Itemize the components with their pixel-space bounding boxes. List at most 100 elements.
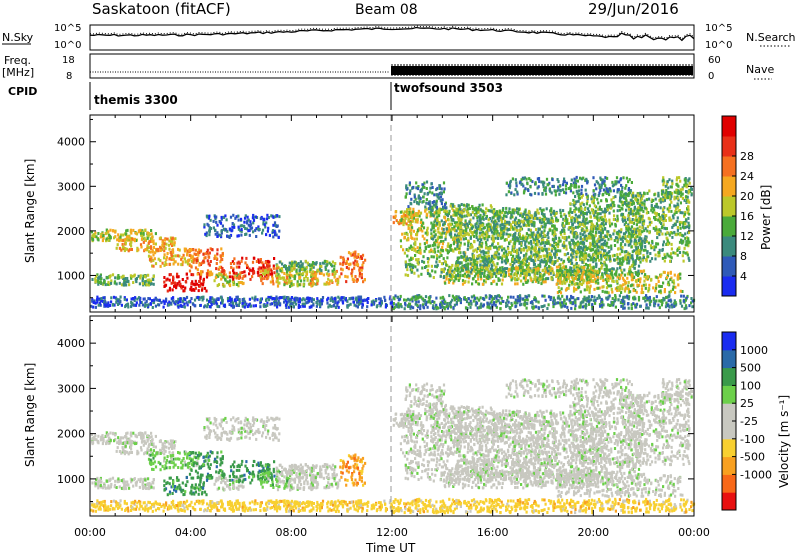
power-cell [606,232,609,236]
power-cell [345,266,348,269]
power-cell [312,263,315,267]
power-cell [562,273,565,277]
power-cell [516,278,519,282]
power-cell [658,233,661,237]
power-cell [456,226,460,230]
power-cell [528,268,531,272]
power-cell [643,206,646,210]
power-cell [537,228,540,232]
power-cell [477,215,480,219]
power-cell [177,275,180,279]
power-cell [251,275,254,279]
power-cell [537,257,540,261]
power-cell [585,247,588,251]
power-cell [570,217,573,220]
power-cell [211,272,214,276]
power-cell [501,217,504,221]
power-cell [630,245,633,249]
power-cell [325,281,328,285]
power-cell [461,279,465,283]
power-cell [190,256,193,260]
power-cell [394,210,397,214]
power-cell [446,272,449,276]
power-cell [573,204,576,208]
power-cell [648,189,651,193]
power-cell [534,211,537,215]
power-cell [557,249,560,253]
power-cell [595,262,598,266]
power-cell [180,257,183,261]
power-cell [299,264,302,268]
power-cell [517,261,520,265]
power-cell [602,251,606,255]
power-cell [341,263,344,267]
power-cell [220,277,223,281]
power-cell [512,254,515,258]
power-cell [220,258,223,262]
power-cell [530,232,533,236]
power-cell [547,236,550,240]
power-cell [622,196,625,200]
power-cell [524,263,527,267]
power-cell [614,224,617,228]
power-cell [670,242,673,246]
power-cell [151,236,154,240]
power-cell [559,214,563,218]
power-cell [674,285,677,289]
power-cell [465,204,468,208]
power-cell [231,275,234,279]
power-cell [638,193,641,197]
power-cell [482,252,485,256]
power-cell [575,200,578,204]
power-cell [173,284,176,288]
power-cell [670,256,673,260]
power-cell [521,269,524,273]
power-cell [507,247,510,251]
power-cell [668,203,671,207]
power-cell [671,214,675,218]
power-cell [415,258,418,262]
power-cell [595,255,598,259]
power-cell [299,279,303,283]
power-cell [259,270,262,274]
power-cell [511,248,514,252]
power-cell [447,223,450,227]
power-cell [178,254,181,258]
power-cell [572,227,575,230]
power-cell [603,267,606,271]
power-cell [475,233,478,237]
power-cell [659,197,662,201]
power-cell [485,230,488,234]
power-cell [553,262,556,266]
power-cell [623,289,627,293]
power-cell [593,235,596,239]
power-cell [500,260,504,264]
power-cell [420,224,424,228]
power-cell [494,255,497,259]
power-cell [455,213,458,217]
power-cell [462,229,465,233]
power-cell [470,268,473,272]
power-cell [537,280,540,284]
power-cell [226,280,229,284]
power-cell [151,240,154,243]
power-cell [171,236,174,240]
power-cell [576,215,579,219]
power-cell [474,223,477,227]
power-cell [504,211,507,214]
power-cell [359,266,362,270]
power-cell [590,256,593,260]
power-cell [495,274,498,278]
power-cell [449,223,452,227]
power-cell [578,250,581,254]
power-cell [646,191,649,195]
power-cell [275,274,278,278]
power-cell [536,266,540,270]
power-cell [635,228,638,232]
power-cell [460,266,463,270]
power-cell [615,236,618,240]
power-cell [132,274,135,278]
power-cell [408,264,412,268]
power-cell [600,245,604,249]
power-cell [681,241,684,245]
